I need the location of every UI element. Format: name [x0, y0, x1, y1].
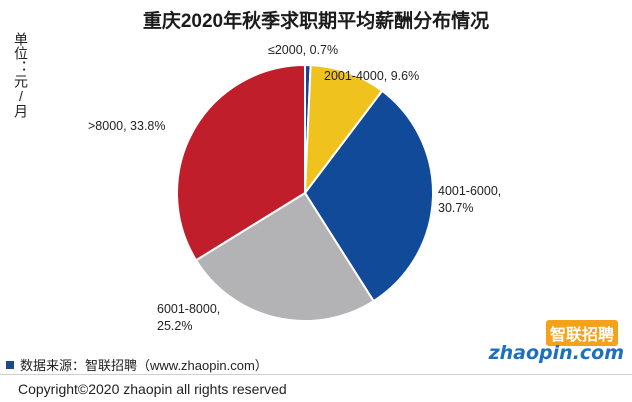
slice-label-4001-6000: 4001-6000, 30.7% — [438, 184, 501, 215]
unit-label: 单位：元/月 — [13, 32, 29, 118]
slice-label->8000: >8000, 33.8% — [88, 119, 166, 133]
logo-cn-text: 智联招聘 — [545, 320, 618, 346]
pie-slice-6001-8000 — [194, 191, 375, 322]
chart-title: 重庆2020年秋季求职期平均薪酬分布情况 — [142, 11, 490, 32]
source-marker — [6, 360, 14, 369]
zhaopin-logo: 智联招聘 zhaopin.com — [489, 320, 624, 366]
source-text: 数据来源：智联招聘（www.zhaopin.com） — [20, 358, 268, 373]
pie-slice-4001-6000 — [303, 89, 434, 303]
copyright-text: Copyright©2020 zhaopin all rights reserv… — [18, 381, 287, 397]
footer-divider — [0, 374, 632, 375]
pie-slice-2001-4000 — [303, 64, 384, 197]
slice-label-≤2000: ≤2000, 0.7% — [268, 43, 338, 57]
slice-label-6001-8000: 6001-8000, 25.2% — [157, 302, 220, 333]
source-row: 数据来源：智联招聘（www.zhaopin.com） — [6, 355, 268, 374]
slice-label-2001-4000: 2001-4000, 9.6% — [324, 69, 419, 83]
pie-slice->8000 — [176, 63, 306, 262]
logo-en-text: zhaopin.com — [488, 342, 624, 364]
